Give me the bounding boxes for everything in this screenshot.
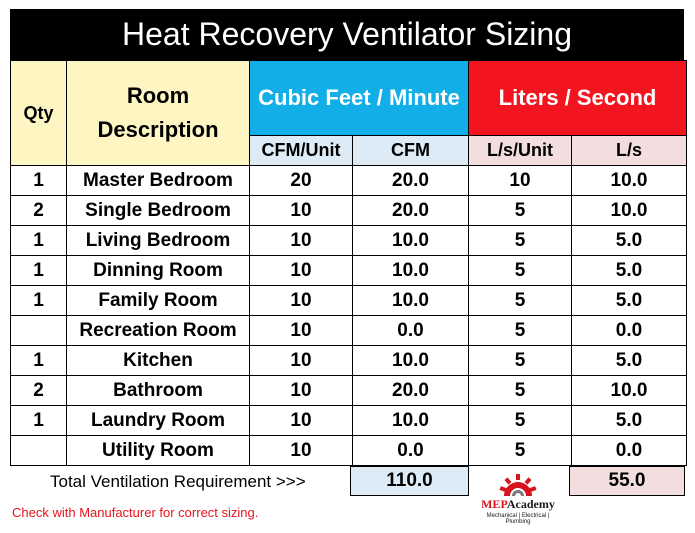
cell-qty <box>10 315 67 346</box>
cfm-unit-header: CFM/Unit <box>249 135 353 166</box>
ls-header: L/s <box>571 135 687 166</box>
cell-ls-unit: 5 <box>468 225 572 256</box>
table-row: Utility Room 10 0.0 5 0.0 <box>10 435 687 466</box>
table-row: 1 Family Room 10 10.0 5 5.0 <box>10 285 687 316</box>
cell-cfm: 10.0 <box>352 405 469 436</box>
cell-ls: 5.0 <box>571 345 687 376</box>
cell-cfm-unit: 10 <box>249 315 353 346</box>
cell-qty: 2 <box>10 195 67 226</box>
cell-ls: 5.0 <box>571 405 687 436</box>
cell-cfm-unit: 10 <box>249 225 353 256</box>
cell-cfm: 20.0 <box>352 195 469 226</box>
table-row: 1 Kitchen 10 10.0 5 5.0 <box>10 345 687 376</box>
cell-cfm-unit: 10 <box>249 405 353 436</box>
cell-ls-unit: 5 <box>468 315 572 346</box>
cell-cfm: 20.0 <box>352 165 469 196</box>
cell-cfm-unit: 20 <box>249 165 353 196</box>
cell-room: Recreation Room <box>66 315 250 346</box>
cell-ls: 10.0 <box>571 375 687 406</box>
cell-cfm: 0.0 <box>352 435 469 466</box>
total-ls-value: 55.0 <box>569 466 685 496</box>
cell-ls: 5.0 <box>571 285 687 316</box>
cell-qty: 1 <box>10 405 67 436</box>
cfm-group-header: Cubic Feet / Minute <box>249 60 469 136</box>
cell-cfm-unit: 10 <box>249 375 353 406</box>
cell-cfm-unit: 10 <box>249 285 353 316</box>
cell-cfm-unit: 10 <box>249 345 353 376</box>
table-row: 2 Single Bedroom 10 20.0 5 10.0 <box>10 195 687 226</box>
table-row: 1 Laundry Room 10 10.0 5 5.0 <box>10 405 687 436</box>
gear-icon <box>499 474 537 496</box>
cell-qty <box>10 435 67 466</box>
page-title: Heat Recovery Ventilator Sizing <box>10 9 684 60</box>
cell-ls-unit: 5 <box>468 285 572 316</box>
cell-room: Utility Room <box>66 435 250 466</box>
cell-ls-unit: 5 <box>468 345 572 376</box>
cell-room: Laundry Room <box>66 405 250 436</box>
cell-cfm: 10.0 <box>352 225 469 256</box>
cell-ls: 10.0 <box>571 195 687 226</box>
cfm-header: CFM <box>352 135 469 166</box>
cell-ls-unit: 10 <box>468 165 572 196</box>
table-row: Recreation Room 10 0.0 5 0.0 <box>10 315 687 346</box>
cell-ls-unit: 5 <box>468 435 572 466</box>
room-header: Room Description <box>66 60 250 166</box>
cell-ls: 0.0 <box>571 435 687 466</box>
cell-qty: 1 <box>10 345 67 376</box>
cell-ls: 10.0 <box>571 165 687 196</box>
cell-ls: 0.0 <box>571 315 687 346</box>
cell-qty: 1 <box>10 165 67 196</box>
table-row: 1 Living Bedroom 10 10.0 5 5.0 <box>10 225 687 256</box>
logo-tagline: Mechanical | Electrical | Plumbing <box>486 513 550 525</box>
cell-ls-unit: 5 <box>468 405 572 436</box>
manufacturer-note: Check with Manufacturer for correct sizi… <box>12 505 259 520</box>
cell-cfm-unit: 10 <box>249 435 353 466</box>
cell-qty: 1 <box>10 285 67 316</box>
cell-ls-unit: 5 <box>468 375 572 406</box>
cell-ls-unit: 5 <box>468 195 572 226</box>
header-row-2: CFM/Unit CFM L/s/Unit L/s <box>11 135 687 166</box>
cell-room: Kitchen <box>66 345 250 376</box>
cell-cfm: 20.0 <box>352 375 469 406</box>
cell-room: Family Room <box>66 285 250 316</box>
ls-group-header: Liters / Second <box>468 60 687 136</box>
total-cfm-value: 110.0 <box>350 466 469 496</box>
cell-qty: 1 <box>10 225 67 256</box>
total-label: Total Ventilation Requirement >>> <box>50 472 306 491</box>
cell-cfm: 0.0 <box>352 315 469 346</box>
cell-qty: 1 <box>10 255 67 286</box>
cell-cfm-unit: 10 <box>249 195 353 226</box>
cell-room: Dinning Room <box>66 255 250 286</box>
cell-cfm: 10.0 <box>352 345 469 376</box>
cell-room: Living Bedroom <box>66 225 250 256</box>
cell-cfm: 10.0 <box>352 255 469 286</box>
cell-ls: 5.0 <box>571 225 687 256</box>
cell-room: Bathroom <box>66 375 250 406</box>
qty-header: Qty <box>10 60 67 166</box>
mep-academy-logo: MEPAcademy Mechanical | Electrical | Plu… <box>478 470 558 526</box>
cell-ls-unit: 5 <box>468 255 572 286</box>
cell-ls: 5.0 <box>571 255 687 286</box>
cell-cfm-unit: 10 <box>249 255 353 286</box>
cell-cfm: 10.0 <box>352 285 469 316</box>
table-row: 1 Master Bedroom 20 20.0 10 10.0 <box>10 165 687 196</box>
header-row-1: Qty Room Description Cubic Feet / Minute… <box>10 60 687 166</box>
cell-qty: 2 <box>10 375 67 406</box>
sizing-table: Qty Room Description Cubic Feet / Minute… <box>10 60 687 466</box>
cell-room: Single Bedroom <box>66 195 250 226</box>
ls-unit-header: L/s/Unit <box>468 135 572 166</box>
logo-text: MEPAcademy <box>481 497 555 511</box>
cell-room: Master Bedroom <box>66 165 250 196</box>
table-row: 1 Dinning Room 10 10.0 5 5.0 <box>10 255 687 286</box>
table-row: 2 Bathroom 10 20.0 5 10.0 <box>10 375 687 406</box>
